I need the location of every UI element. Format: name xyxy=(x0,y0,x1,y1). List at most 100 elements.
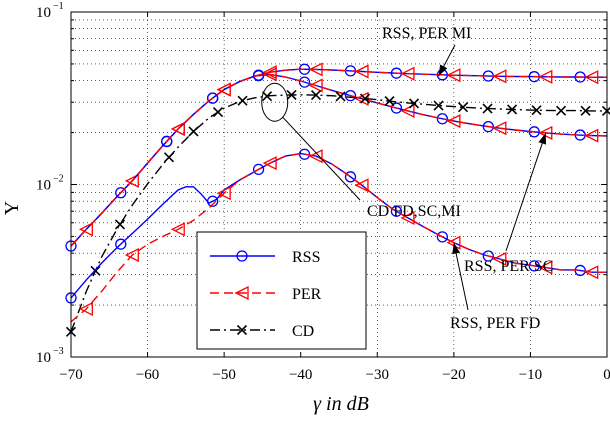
legend-label: CD xyxy=(292,323,314,340)
series-rss-mi-marker xyxy=(115,187,127,199)
x-tick-label: −20 xyxy=(442,367,465,383)
legend-entry-rss: RSS xyxy=(210,249,320,266)
x-tick-label: −60 xyxy=(136,367,159,383)
series-rss-sc-marker xyxy=(207,92,219,104)
series-cd-fd-sc-mi-marker xyxy=(601,105,610,116)
legend-swatch-marker-stroke xyxy=(236,324,248,336)
series-cd-fd-sc-mi-marker xyxy=(188,126,199,137)
series-per-mi-marker xyxy=(446,68,461,83)
series-per-mi-marker xyxy=(308,62,323,77)
series-per-mi-marker xyxy=(78,222,93,237)
annotation-arrow-head xyxy=(438,64,448,77)
series-cd-fd-sc-mi-marker xyxy=(286,89,297,101)
series-per-sc-marker xyxy=(262,67,277,82)
annotation-4: RSS, PER FD xyxy=(450,242,540,332)
series-cd-fd-sc-mi-marker xyxy=(531,105,542,116)
annotation-leader xyxy=(282,116,361,201)
annotation-1: RSS, PER MI xyxy=(382,25,471,77)
series-cd-fd-sc-mi-marker xyxy=(114,219,126,230)
series-per-fd-marker xyxy=(78,301,93,316)
series-rss-fd-marker xyxy=(344,171,357,183)
series-cd-fd-sc-mi-marker xyxy=(261,91,273,102)
x-tick-label: −40 xyxy=(289,367,312,383)
y-tick-label: 10 xyxy=(36,5,51,21)
series-cd-fd-sc-mi-marker-stroke xyxy=(237,95,248,106)
series-rss-sc-marker xyxy=(436,113,449,125)
series-per-mi-marker xyxy=(492,69,507,84)
legend-swatch-marker xyxy=(236,324,248,336)
series-cd-fd-sc-mi-marker-stroke xyxy=(506,104,518,115)
series-cd-fd-sc-mi-marker-stroke xyxy=(457,102,469,113)
series-per-fd-line xyxy=(70,152,607,323)
series-per-sc-marker xyxy=(584,128,599,143)
annotation-2: CD FD,SC,MI xyxy=(261,82,461,220)
annotation-arrow-head xyxy=(538,132,547,145)
annotation-text: RSS, PER FD xyxy=(450,315,540,332)
series-cd-fd-sc-mi-marker xyxy=(482,103,493,114)
series-cd-fd-sc-mi-marker-stroke xyxy=(163,152,175,163)
annotation-text: RSS, PER SC xyxy=(464,258,553,275)
series-cd-fd-sc-mi-line xyxy=(70,94,607,333)
annotation-arrow-head xyxy=(452,242,461,255)
series-per-sc-marker xyxy=(170,121,185,136)
series-cd-fd-sc-mi-marker xyxy=(310,89,322,101)
series-cd-fd-sc-mi-marker-stroke xyxy=(212,107,224,118)
x-tick-label: −10 xyxy=(519,367,542,383)
y-tick-label: 10 xyxy=(36,350,51,366)
series-cd-fd-sc-mi-marker xyxy=(408,98,420,109)
series-rss-fd-marker xyxy=(436,231,449,243)
legend-label: RSS xyxy=(292,249,320,266)
series-cd-fd-sc-mi xyxy=(65,89,610,337)
plot-frame xyxy=(70,11,608,358)
y-tick-label-exponent: −3 xyxy=(53,346,64,357)
series-per-sc-line xyxy=(70,73,608,247)
x-tick-label: −30 xyxy=(366,367,389,383)
series-per-sc-marker xyxy=(400,103,415,118)
series-cd-fd-sc-mi-marker-stroke xyxy=(408,98,420,109)
series-cd-fd-sc-mi-marker-stroke xyxy=(286,89,297,101)
legend-box xyxy=(196,231,367,350)
y-axis-label: Υ xyxy=(1,201,23,215)
y-tick-label-exponent: −2 xyxy=(53,174,64,185)
x-tick-label: −50 xyxy=(212,367,235,383)
series-cd-fd-sc-mi-marker-stroke xyxy=(310,89,322,101)
annotation-text: CD FD,SC,MI xyxy=(367,203,461,220)
series-cd-fd-sc-mi-marker xyxy=(335,91,346,102)
series-cd-fd-sc-mi-marker-stroke xyxy=(384,96,395,107)
series-rss-sc-line xyxy=(70,73,608,247)
legend-label: PER xyxy=(292,286,322,303)
series-cd-fd-sc-mi-marker-stroke xyxy=(335,91,346,102)
series-rss-sc-marker xyxy=(252,70,265,82)
series-cd-fd-sc-mi-marker-stroke xyxy=(555,105,567,116)
series-per-sc-marker xyxy=(308,78,323,93)
series-per-fd-marker xyxy=(170,222,185,237)
series-rss-fd-marker xyxy=(252,163,265,176)
annotation-text: RSS, PER MI xyxy=(382,25,471,42)
series-rss-sc-marker xyxy=(390,102,403,114)
series-per-mi-marker xyxy=(354,64,369,79)
series-per-sc-marker xyxy=(216,82,231,97)
legend-entry-cd: CD xyxy=(210,323,314,340)
series-cd-fd-sc-mi-marker-stroke xyxy=(433,100,444,111)
legend-swatch-marker xyxy=(234,285,249,301)
annotation-ellipse xyxy=(261,82,289,122)
series-per-fd-marker xyxy=(354,178,369,193)
series-per-fd-marker xyxy=(538,260,553,275)
series-per-fd-marker xyxy=(262,156,277,171)
series-rss-fd-marker xyxy=(115,238,127,250)
series-cd-fd-sc-mi-marker xyxy=(359,93,371,104)
series-per-fd-marker xyxy=(492,251,507,267)
series-cd-fd-sc-mi-marker xyxy=(457,102,469,113)
series-rss-fd-marker xyxy=(390,205,403,217)
series-cd-fd-sc-mi-marker-stroke xyxy=(188,126,199,137)
series-cd-fd-sc-mi-marker xyxy=(555,105,567,116)
series-cd-fd-sc-mi-marker xyxy=(580,105,591,116)
annotation-arrow-line xyxy=(505,132,547,252)
series-cd-fd-sc-mi-marker xyxy=(384,96,395,107)
annotation-arrow-line xyxy=(453,242,469,311)
legend: RSS PER CD xyxy=(196,231,367,350)
series-cd-fd-sc-mi-marker xyxy=(433,100,444,111)
series-per-mi-marker xyxy=(400,66,415,81)
series-per-mi-marker xyxy=(584,70,599,85)
series-cd-fd-sc-mi-marker xyxy=(237,95,248,106)
